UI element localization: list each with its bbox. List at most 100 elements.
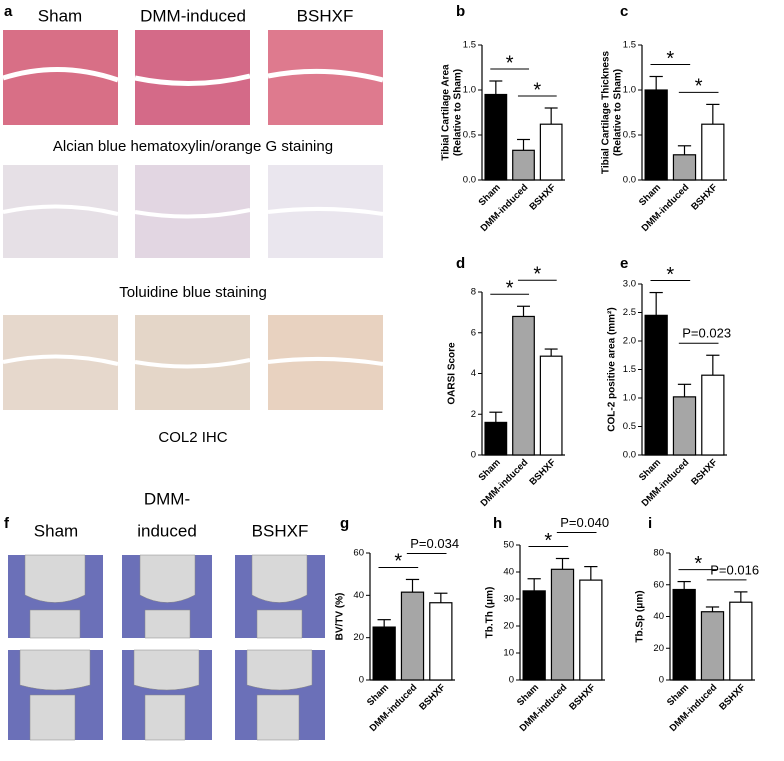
y-tick-label: 0.0: [463, 175, 476, 186]
column-label: DMM-: [144, 489, 190, 508]
column-label: Sham: [34, 521, 78, 540]
histology-images: [2, 30, 384, 410]
y-tick-label: 2.0: [623, 336, 636, 347]
bar: [400, 591, 425, 681]
y-tick-label: 0: [659, 675, 664, 686]
bar: [512, 315, 535, 456]
column-label: DMM-induced: [140, 6, 246, 25]
y-tick-label: 6: [471, 327, 476, 338]
y-tick-label: 0: [509, 675, 514, 686]
y-tick-label: 80: [653, 548, 664, 559]
x-tick-label: BSHXF: [417, 682, 448, 713]
y-axis-label: Tb.Sp (μm): [635, 590, 646, 642]
bar: [701, 123, 725, 181]
bone: [19, 554, 313, 741]
panel-letter: b: [456, 3, 465, 20]
column-label: BSHXF: [297, 6, 354, 25]
microct-images: [8, 554, 325, 741]
bar: [484, 93, 508, 181]
column-label: BSHXF: [252, 521, 309, 540]
x-tick-label: Sham: [637, 182, 663, 208]
significance-label: *: [533, 264, 541, 286]
y-tick-label: 0.5: [623, 130, 636, 141]
y-tick-label: 1.0: [623, 85, 636, 96]
bar: [550, 568, 575, 681]
significance-label: *: [506, 278, 514, 300]
bar: [701, 374, 725, 456]
panel-letter: a: [4, 3, 13, 20]
y-tick-label: 30: [503, 594, 514, 605]
y-tick-label: 8: [471, 287, 476, 298]
y-tick-label: 2.5: [623, 307, 636, 318]
significance-label: *: [394, 551, 402, 573]
bar: [672, 154, 697, 181]
y-axis-label: BV/TV (%): [335, 593, 346, 641]
caption: Toluidine blue staining: [119, 284, 267, 301]
bar: [512, 149, 535, 181]
y-tick-label: 1.5: [623, 364, 636, 375]
significance-label: *: [533, 79, 541, 101]
y-tick-label: 40: [353, 590, 364, 601]
panel-letter: g: [340, 515, 349, 532]
y-axis-label: Tb.Th (μm): [485, 587, 496, 639]
bar: [429, 602, 453, 681]
column-label: induced: [137, 521, 197, 540]
significance-label: P=0.016: [710, 562, 759, 577]
y-tick-label: 40: [503, 567, 514, 578]
y-tick-label: 0: [471, 450, 476, 461]
y-axis-label: Tibial Cartilage Thickness: [601, 50, 612, 174]
bar: [672, 588, 696, 681]
y-tick-label: 60: [653, 579, 664, 590]
joint-space: [2, 66, 384, 87]
y-tick-label: 4: [471, 368, 476, 379]
x-tick-label: Sham: [515, 682, 541, 708]
y-tick-label: 0: [359, 675, 364, 686]
bar: [644, 314, 668, 456]
y-tick-label: 1.5: [623, 40, 636, 51]
significance-label: P=0.034: [410, 536, 459, 551]
caption: Alcian blue hematoxylin/orange G stainin…: [53, 138, 333, 155]
y-axis-label: (Relative to Sham): [453, 69, 464, 156]
image: [3, 30, 118, 125]
y-tick-label: 20: [353, 632, 364, 643]
significance-label: P=0.023: [682, 326, 731, 341]
bar: [539, 355, 563, 456]
bar: [644, 89, 668, 181]
y-tick-label: 20: [503, 621, 514, 632]
y-tick-label: 2: [471, 409, 476, 420]
panel-letter: d: [456, 255, 465, 272]
y-tick-label: 0.5: [623, 421, 636, 432]
panel-letter: f: [4, 515, 10, 532]
x-tick-label: BSHXF: [689, 182, 720, 213]
y-tick-label: 3.0: [623, 279, 636, 290]
y-axis-label: (Relative to Sham): [613, 69, 624, 156]
y-tick-label: 40: [653, 611, 664, 622]
image: [3, 315, 118, 410]
x-tick-label: Sham: [665, 682, 691, 708]
y-axis-label: Tibial Cartilage Area: [441, 64, 452, 161]
y-axis-label: OARSI Score: [447, 342, 458, 405]
bar: [372, 626, 396, 681]
caption: COL2 IHC: [158, 429, 227, 446]
panel-letter: c: [620, 3, 628, 20]
y-tick-label: 0.5: [463, 130, 476, 141]
x-tick-label: BSHXF: [528, 457, 559, 488]
bar: [579, 579, 603, 681]
y-tick-label: 0.0: [623, 450, 636, 461]
significance-label: *: [544, 530, 552, 552]
x-tick-label: BSHXF: [689, 457, 720, 488]
x-tick-label: BSHXF: [717, 682, 748, 713]
panel-letter: i: [648, 515, 652, 532]
x-tick-label: Sham: [637, 457, 663, 483]
significance-label: *: [506, 52, 514, 74]
x-tick-label: Sham: [477, 457, 503, 483]
y-tick-label: 1.0: [463, 85, 476, 96]
x-tick-label: Sham: [477, 182, 503, 208]
y-axis-label: COL-2 positive area (mm²): [607, 307, 618, 431]
y-tick-label: 20: [653, 643, 664, 654]
x-tick-label: BSHXF: [567, 682, 598, 713]
y-tick-label: 0.0: [623, 175, 636, 186]
x-tick-label: BSHXF: [528, 182, 559, 213]
